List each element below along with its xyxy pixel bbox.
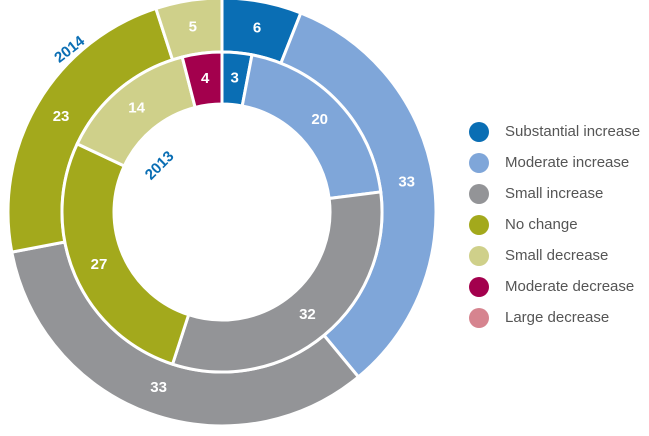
legend-label: Small decrease xyxy=(505,247,608,264)
legend-label: Moderate increase xyxy=(505,154,629,171)
segment-label: 6 xyxy=(253,19,261,36)
legend-swatch xyxy=(469,246,489,266)
segment-label: 33 xyxy=(398,174,415,191)
legend-label: Large decrease xyxy=(505,309,609,326)
segment-label: 32 xyxy=(299,306,316,323)
legend-swatch xyxy=(469,122,489,142)
legend-swatch xyxy=(469,215,489,235)
legend-swatch xyxy=(469,277,489,297)
series-label: 2013 xyxy=(142,148,178,184)
segment-label: 5 xyxy=(189,18,197,35)
segment-label: 27 xyxy=(91,256,108,273)
legend-swatch xyxy=(469,184,489,204)
segment-label: 20 xyxy=(311,111,328,128)
legend-label: No change xyxy=(505,216,578,233)
legend-swatch xyxy=(469,153,489,173)
segment-label: 23 xyxy=(53,108,70,125)
segment-label: 4 xyxy=(201,70,210,87)
segment-label: 33 xyxy=(150,379,167,396)
donut-segment xyxy=(170,190,384,374)
segment-label: 3 xyxy=(230,70,238,87)
segment-label: 14 xyxy=(128,100,145,117)
legend-swatch xyxy=(469,308,489,328)
legend-label: Moderate decrease xyxy=(505,278,634,295)
legend-label: Small increase xyxy=(505,185,603,202)
legend-label: Substantial increase xyxy=(505,123,640,140)
